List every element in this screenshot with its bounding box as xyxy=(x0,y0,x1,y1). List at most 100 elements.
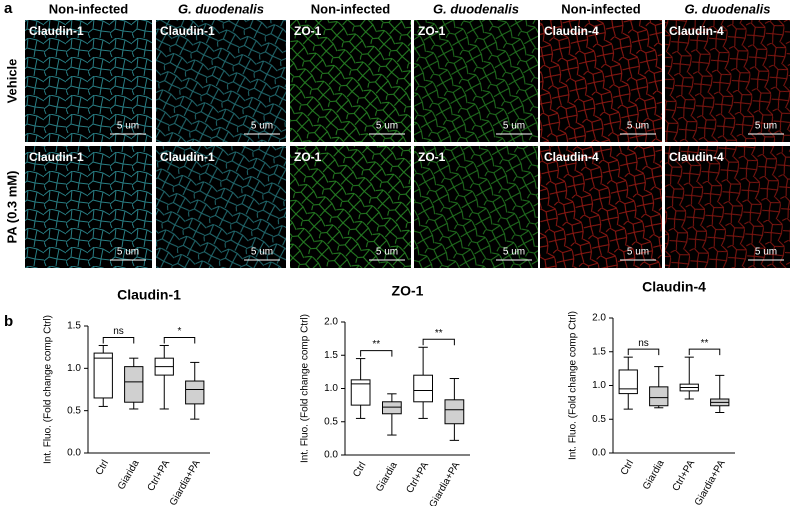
x-tick-label: Ctrl xyxy=(619,458,636,477)
significance-label: ** xyxy=(435,328,443,339)
significance-label: ** xyxy=(372,339,380,350)
scale-bar-label: 5 um xyxy=(627,121,649,132)
scale-bar-label: 5 um xyxy=(251,121,273,132)
scale-bar-label: 5 um xyxy=(503,247,525,258)
micrograph-shade xyxy=(665,146,790,268)
stain-label: Claudin-4 xyxy=(669,24,724,38)
box xyxy=(382,401,402,415)
micrograph xyxy=(25,20,152,142)
significance-bracket xyxy=(627,348,660,356)
y-tick-label: 0.5 xyxy=(67,405,81,416)
row-label: PA (0.3 mM) xyxy=(4,171,19,244)
x-tick-label: Giardia+PA xyxy=(427,460,462,506)
significance-bracket xyxy=(102,336,135,344)
y-tick-label: 1.5 xyxy=(67,321,81,332)
box xyxy=(444,399,465,425)
micrograph xyxy=(665,20,790,142)
micrograph xyxy=(290,20,411,142)
stain-label: ZO-1 xyxy=(418,150,446,164)
micrograph-shade xyxy=(540,146,662,268)
scale-bar-label: 5 um xyxy=(755,121,777,132)
micrograph xyxy=(25,146,152,268)
micrograph xyxy=(414,20,538,142)
micrograph xyxy=(156,20,286,142)
significance-bracket xyxy=(422,338,455,346)
micrograph xyxy=(414,146,538,268)
micrograph-shade xyxy=(665,20,790,142)
significance-bracket xyxy=(360,350,393,357)
micrograph xyxy=(540,20,662,142)
y-tick-label: 2.0 xyxy=(324,317,338,328)
y-tick-label: 1.0 xyxy=(324,383,338,394)
micrograph-shade xyxy=(25,20,152,142)
micrograph-shade xyxy=(540,20,662,142)
x-tick-label: Ctrl xyxy=(94,458,111,477)
scale-bar-label: 5 um xyxy=(755,247,777,258)
box xyxy=(124,366,144,403)
significance-label: ** xyxy=(701,338,709,349)
panel-label: b xyxy=(4,313,13,330)
chart-title: Claudin-4 xyxy=(642,279,706,295)
micrograph-shade xyxy=(290,146,411,268)
column-label: Non-infected xyxy=(561,1,641,16)
column-label: G. duodenalis xyxy=(178,1,264,16)
x-tick-label: Giardia+PA xyxy=(693,458,728,506)
y-tick-label: 0.5 xyxy=(592,414,606,425)
scale-bar-label: 5 um xyxy=(503,121,525,132)
significance-bracket xyxy=(163,336,196,344)
box xyxy=(93,352,113,399)
box xyxy=(185,380,205,405)
box xyxy=(649,386,669,407)
micrograph-shade xyxy=(414,20,538,142)
micrograph-shade xyxy=(25,146,152,268)
micrograph-shade xyxy=(414,146,538,268)
box xyxy=(413,374,433,403)
stain-label: ZO-1 xyxy=(294,24,322,38)
y-tick-label: 2.0 xyxy=(592,313,606,324)
x-tick-label: Giardia+PA xyxy=(168,458,203,506)
y-tick-label: 0.5 xyxy=(324,416,338,427)
box xyxy=(350,379,371,406)
micrograph-shade xyxy=(156,146,286,268)
y-axis-label: Int. Fluo. (Fold change comp Ctrl) xyxy=(300,314,311,463)
micrograph xyxy=(665,146,790,268)
y-tick-label: 0.0 xyxy=(67,448,81,459)
stain-label: Claudin-1 xyxy=(160,24,215,38)
micrograph xyxy=(290,146,411,268)
significance-bracket xyxy=(688,348,721,356)
row-label: Vehicle xyxy=(4,59,19,104)
micrograph xyxy=(156,146,286,268)
column-label: G. duodenalis xyxy=(433,1,519,16)
micrograph-shade xyxy=(156,20,286,142)
scale-bar-label: 5 um xyxy=(627,247,649,258)
stain-label: Claudin-4 xyxy=(669,150,724,164)
y-axis-label: Int. Fluo. (Fold change comp Ctrl) xyxy=(43,315,54,464)
y-axis-label: Int. Fluo. (Fold change comp Ctrl) xyxy=(568,311,579,460)
stain-label: ZO-1 xyxy=(294,150,322,164)
stain-label: ZO-1 xyxy=(418,24,446,38)
x-tick-label: Ctrl+PA xyxy=(404,460,431,495)
x-tick-label: Ctrl+PA xyxy=(671,458,698,493)
x-tick-label: Giardia xyxy=(374,460,400,494)
stain-label: Claudin-1 xyxy=(160,150,215,164)
scale-bar-label: 5 um xyxy=(376,121,398,132)
x-tick-label: Giarida xyxy=(116,458,142,492)
column-label: Non-infected xyxy=(311,1,391,16)
chart-title: ZO-1 xyxy=(392,283,424,299)
scale-bar-label: 5 um xyxy=(117,247,139,258)
stain-label: Claudin-4 xyxy=(544,150,599,164)
x-tick-label: Ctrl+PA xyxy=(146,458,173,493)
box xyxy=(618,369,638,395)
scale-bar-label: 5 um xyxy=(251,247,273,258)
y-tick-label: 1.0 xyxy=(67,363,81,374)
stain-label: Claudin-1 xyxy=(29,24,84,38)
significance-label: ns xyxy=(638,338,649,349)
y-tick-label: 1.0 xyxy=(592,380,606,391)
chart-title: Claudin-1 xyxy=(117,287,181,303)
micrograph-shade xyxy=(290,20,411,142)
micrograph xyxy=(540,146,662,268)
stain-label: Claudin-4 xyxy=(544,24,599,38)
x-tick-label: Giardia xyxy=(641,458,667,492)
y-tick-label: 0.0 xyxy=(592,448,606,459)
